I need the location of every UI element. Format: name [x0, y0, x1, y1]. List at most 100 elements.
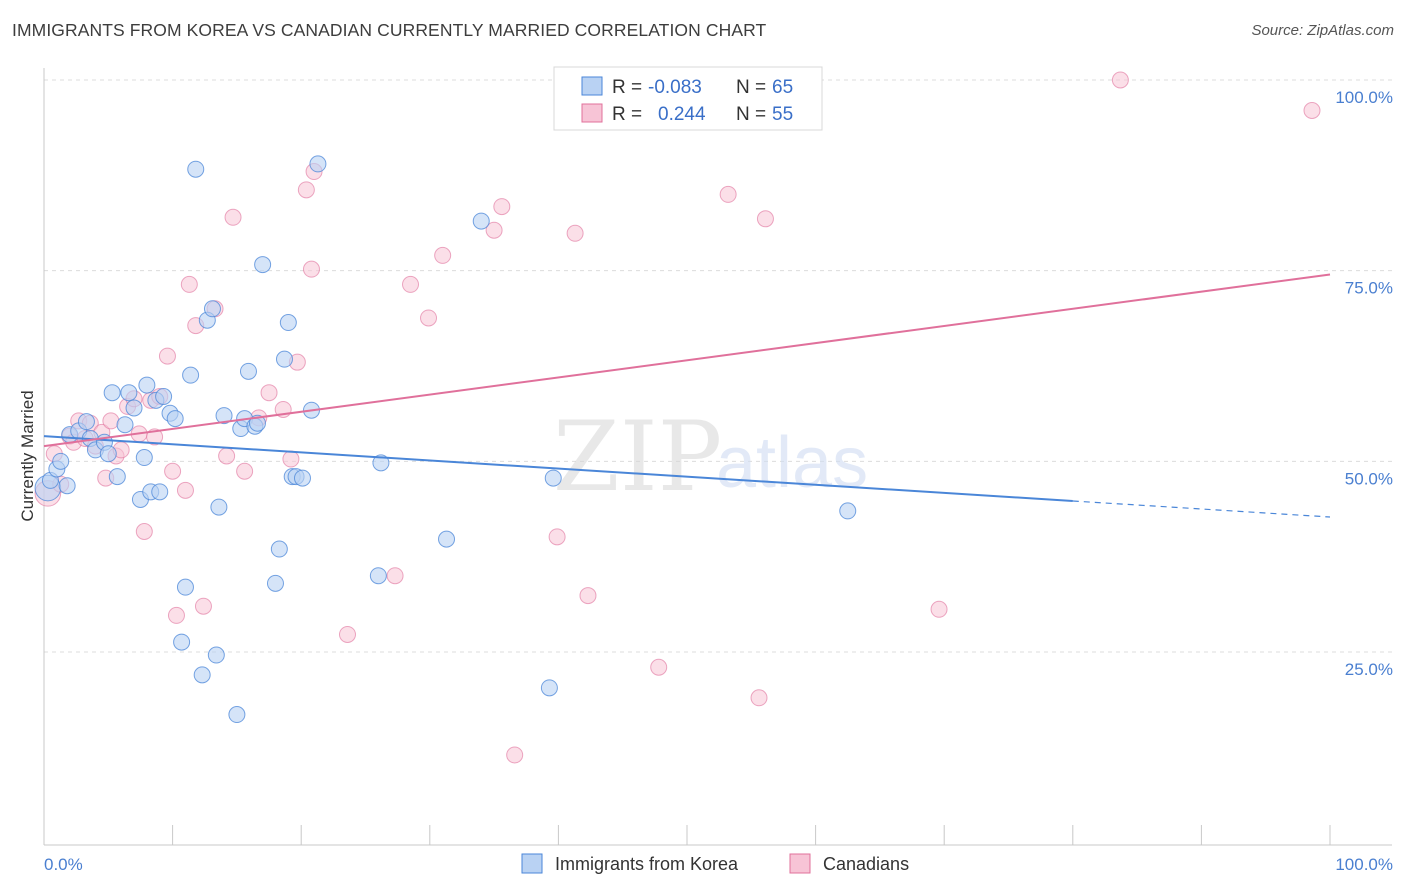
canadians-point-54 — [756, 210, 774, 228]
korea-point-55 — [472, 212, 490, 230]
korea-point-28 — [182, 366, 200, 384]
canadians-point-21 — [158, 347, 176, 365]
grid-lines — [44, 79, 1392, 653]
korea-point-41 — [248, 414, 266, 432]
y-axis-title: Currently Married — [18, 390, 37, 521]
bottom-legend-swatch-canadians — [789, 853, 811, 874]
canadians-point-29 — [218, 447, 236, 465]
korea-points — [34, 155, 857, 724]
korea-point-4 — [58, 477, 76, 495]
canadians-point-24 — [176, 481, 194, 499]
canadians-point-11 — [102, 412, 120, 430]
legend-n-label-canadians: N = — [736, 104, 766, 125]
korea-point-27 — [173, 633, 191, 651]
x-tick-labels: 0.0% 100.0% — [44, 855, 1393, 874]
korea-point-36 — [228, 706, 246, 724]
korea-point-43 — [266, 574, 284, 592]
korea-point-26 — [176, 578, 194, 596]
canadians-point-43 — [420, 309, 438, 327]
y-tick-label-3: 100.0% — [1335, 88, 1393, 107]
korea-point-34 — [210, 498, 228, 516]
canadians-point-45 — [485, 221, 503, 239]
korea-point-23 — [155, 388, 173, 406]
korea-point-56 — [540, 679, 558, 697]
y-tick-label-2: 75.0% — [1345, 279, 1393, 298]
y-tick-labels: 25.0% 50.0% 75.0% 100.0% — [1335, 88, 1393, 679]
korea-point-53 — [372, 454, 390, 472]
legend-r-label-korea: R = — [612, 77, 642, 98]
korea-point-14 — [116, 416, 134, 434]
korea-point-32 — [203, 300, 221, 318]
bottom-legend-label-korea: Immigrants from Korea — [555, 854, 739, 874]
korea-point-29 — [187, 160, 205, 178]
y-tick-label-0: 25.0% — [1345, 660, 1393, 679]
canadians-point-53 — [750, 689, 768, 707]
axes — [43, 68, 1392, 846]
canadians-point-27 — [194, 597, 212, 615]
x-tick-label-left: 0.0% — [44, 855, 83, 874]
canadians-point-57 — [1303, 102, 1321, 120]
canadians-point-19 — [146, 428, 164, 446]
canadians-point-41 — [386, 567, 404, 585]
chart-title: IMMIGRANTS FROM KOREA VS CANADIAN CURREN… — [12, 20, 767, 40]
korea-trend-line-extension — [1072, 500, 1331, 518]
bottom-legend-label-canadians: Canadians — [823, 854, 909, 874]
x-tick-label-right: 100.0% — [1335, 855, 1393, 874]
legend-n-label-korea: N = — [736, 77, 766, 98]
canadians-point-49 — [566, 224, 584, 242]
korea-point-22 — [151, 483, 169, 501]
korea-point-54 — [438, 530, 456, 548]
korea-point-18 — [135, 449, 153, 467]
korea-point-7 — [77, 413, 95, 431]
legend-n-value-canadians: 55 — [772, 104, 793, 125]
korea-point-12 — [103, 384, 121, 402]
watermark-zip: ZIP — [553, 401, 722, 513]
canadians-point-56 — [1111, 71, 1129, 89]
korea-point-25 — [166, 410, 184, 428]
korea-point-35 — [215, 407, 233, 425]
legend-swatch-canadians — [581, 103, 603, 123]
canadians-point-44 — [434, 246, 452, 264]
canadians-point-38 — [302, 260, 320, 278]
korea-point-30 — [193, 666, 211, 684]
watermark-atlas: atlas — [716, 423, 868, 503]
canadians-point-33 — [260, 384, 278, 402]
korea-point-44 — [270, 540, 288, 558]
korea-point-33 — [207, 646, 225, 664]
korea-point-45 — [275, 350, 293, 368]
y-tick-label-1: 50.0% — [1345, 469, 1393, 488]
legend-r-label-canadians: R = — [612, 104, 642, 125]
korea-point-57 — [544, 469, 562, 487]
korea-point-19 — [138, 376, 156, 394]
canadians-point-47 — [506, 746, 524, 764]
canadians-trend-line — [43, 273, 1331, 448]
korea-point-15 — [120, 384, 138, 402]
legend-r-value-korea: -0.083 — [648, 77, 702, 98]
korea-point-49 — [293, 469, 311, 487]
canadians-point-55 — [930, 600, 948, 618]
korea-trend-line — [43, 435, 1073, 502]
legend-box: R = -0.083 N = 65 R = 0.244 N = 55 — [553, 66, 823, 131]
canadians-point-48 — [548, 528, 566, 546]
canadians-point-42 — [402, 275, 420, 293]
korea-point-46 — [279, 314, 297, 332]
korea-point-51 — [309, 155, 327, 173]
canadians-point-40 — [338, 625, 356, 643]
canadians-point-46 — [493, 198, 511, 216]
canadians-point-17 — [135, 522, 153, 540]
canadians-point-22 — [164, 462, 182, 480]
canadians-point-23 — [167, 606, 185, 624]
bottom-legend-swatch-korea — [521, 853, 543, 874]
legend-r-value-canadians: 0.244 — [658, 104, 706, 125]
canadians-point-50 — [579, 587, 597, 605]
korea-point-13 — [108, 468, 126, 486]
korea-point-58 — [839, 502, 857, 520]
watermark: ZIP atlas — [553, 401, 868, 513]
canadians-point-30 — [224, 208, 242, 226]
korea-point-11 — [99, 445, 117, 463]
source-label: Source: ZipAtlas.com — [1251, 22, 1394, 39]
legend-n-value-korea: 65 — [772, 77, 793, 98]
korea-point-42 — [254, 256, 272, 274]
bottom-legend: Immigrants from Korea Canadians — [521, 853, 909, 874]
